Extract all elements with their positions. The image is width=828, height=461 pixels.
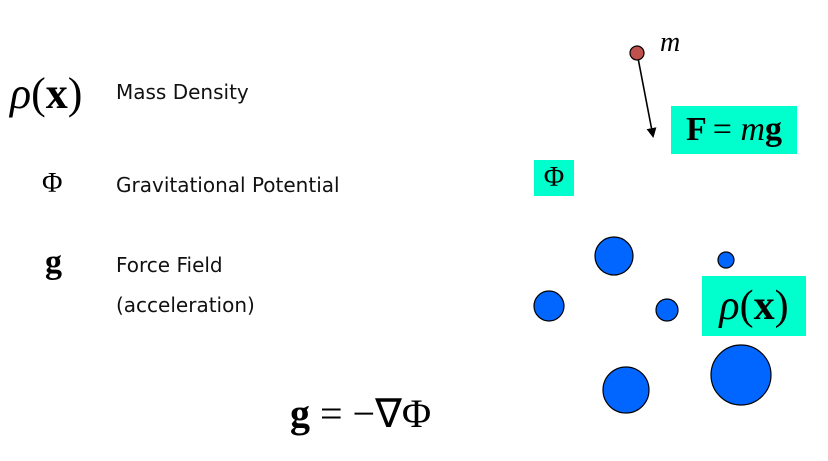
mass-body-3 <box>533 290 565 322</box>
density-var: x <box>753 283 775 329</box>
mass-body-2 <box>717 251 735 269</box>
rho-var: x <box>45 69 68 118</box>
mass-body-5 <box>602 366 650 414</box>
force-equation-box: F = mg <box>671 106 797 154</box>
mass-body-6 <box>710 344 772 406</box>
density-open-paren: ( <box>739 283 754 329</box>
force-arrow <box>637 57 657 138</box>
density-box: ρ(x) <box>702 276 806 336</box>
equation-rhs: = −∇Φ <box>320 391 432 436</box>
force-g: g <box>765 111 783 148</box>
test-mass <box>629 45 645 61</box>
g-symbol: g <box>45 244 62 281</box>
force-F: F <box>685 111 707 148</box>
density-close-paren: ) <box>774 283 789 329</box>
rho-open-paren: ( <box>31 69 46 118</box>
force-field-label: Force Field <box>116 253 223 277</box>
rho-fn: ρ <box>10 69 32 118</box>
force-m: m <box>740 111 766 148</box>
rho-close-paren: ) <box>67 69 83 118</box>
mass-body-4 <box>655 298 679 322</box>
gradient-equation: g = −∇Φ <box>290 390 431 437</box>
mass-label: m <box>660 27 681 58</box>
equation-g: g <box>290 391 310 436</box>
density-fn: ρ <box>719 283 740 329</box>
acceleration-label: (acceleration) <box>116 293 255 317</box>
mass-density-label: Mass Density <box>116 80 249 104</box>
rho-symbol: ρ(x) <box>10 66 82 122</box>
force-equals: = <box>712 111 741 148</box>
gravitational-potential-label: Gravitational Potential <box>116 173 340 197</box>
potential-box: Φ <box>534 160 574 196</box>
phi-symbol: Φ <box>42 168 63 199</box>
mass-body-1 <box>594 236 634 276</box>
